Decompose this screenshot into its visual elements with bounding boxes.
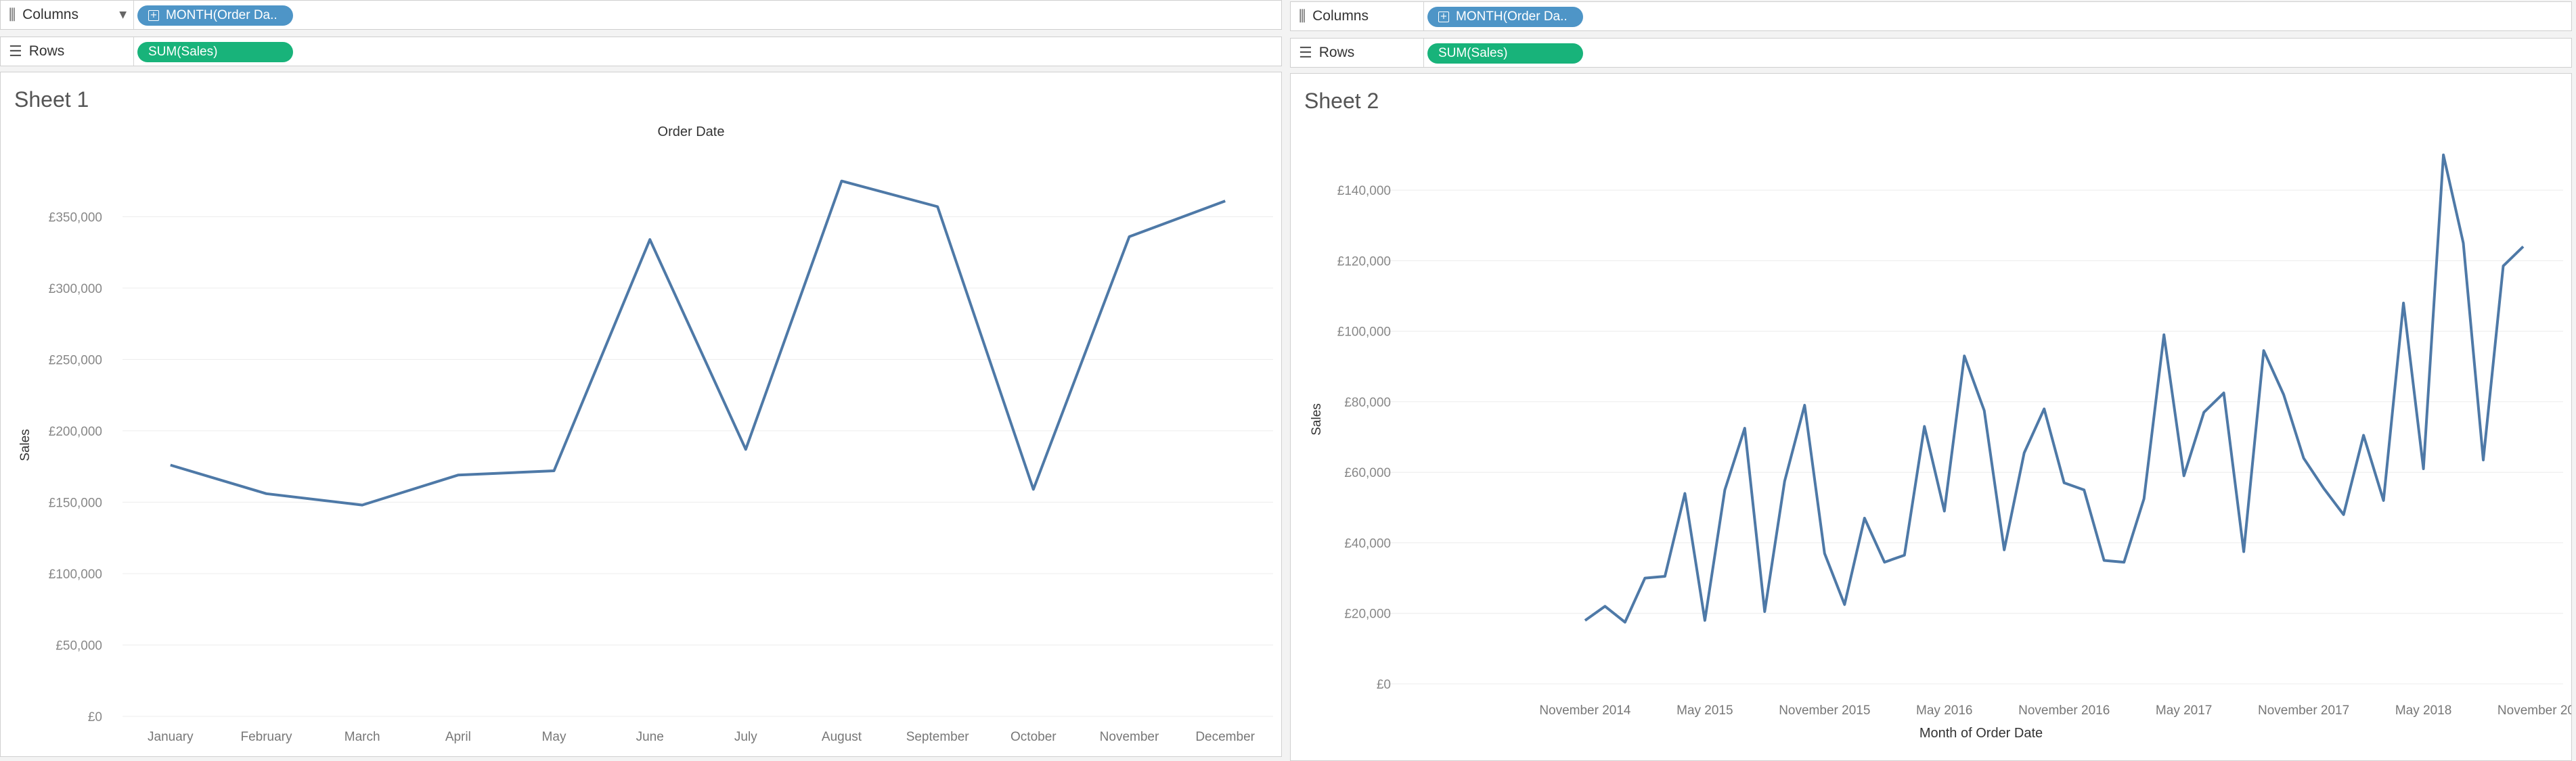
y-tick-label: £80,000 bbox=[1344, 396, 1391, 410]
y-tick-label: £150,000 bbox=[49, 496, 102, 510]
columns-shelf-label: ⫼ Columns ▼ bbox=[1, 1, 134, 29]
rows-label-text: Rows bbox=[1318, 45, 1355, 60]
columns-pill-month-order-date[interactable]: + MONTH(Order Da.. bbox=[1427, 7, 1583, 27]
y-tick-label: £40,000 bbox=[1344, 536, 1391, 551]
x-tick-label: November 2014 bbox=[1539, 704, 1631, 718]
x-tick-label: May 2015 bbox=[1676, 704, 1733, 718]
rows-pill-text: SUM(Sales) bbox=[148, 45, 218, 59]
chart-title: Order Date bbox=[658, 124, 725, 139]
y-tick-label: £100,000 bbox=[1337, 325, 1391, 340]
rows-pill-sum-sales[interactable]: SUM(Sales) bbox=[1427, 43, 1583, 64]
expand-icon[interactable]: + bbox=[1438, 11, 1449, 22]
y-tick-label: £0 bbox=[88, 710, 102, 724]
rows-shelf-label: ☰ Rows bbox=[1291, 39, 1424, 67]
x-tick-label: March bbox=[345, 730, 380, 744]
x-tick-label: October bbox=[1011, 730, 1057, 744]
columns-pill-text: MONTH(Order Da.. bbox=[166, 8, 277, 22]
columns-icon: ⫼ bbox=[1299, 7, 1306, 25]
x-tick-label: November 2016 bbox=[2018, 704, 2110, 718]
x-tick-label: January bbox=[148, 730, 194, 744]
y-tick-label: £100,000 bbox=[49, 568, 102, 582]
y-tick-label: £300,000 bbox=[49, 282, 102, 296]
x-tick-label: May 2017 bbox=[2156, 704, 2212, 718]
y-tick-label: £0 bbox=[1377, 678, 1391, 692]
sheet-1-view: Sheet 1 Order Date Sales £0 £50,000 £100,000… bbox=[0, 72, 1282, 757]
y-axis-label: Sales bbox=[18, 429, 32, 461]
y-tick-label: £250,000 bbox=[49, 353, 102, 367]
rows-shelf[interactable]: ☰ Rows SUM(Sales) bbox=[0, 37, 1282, 66]
x-tick-label: November 2017 bbox=[2258, 704, 2349, 718]
sheet-2-view: Sheet 2 Sales £0 £20,000 £40,000 £60,000 £80,… bbox=[1290, 73, 2572, 761]
columns-icon: ⫼ bbox=[9, 6, 16, 24]
sales-line bbox=[170, 179, 1226, 507]
sales-line bbox=[1584, 154, 2525, 624]
y-tick-label: £60,000 bbox=[1344, 466, 1391, 480]
rows-pill-text: SUM(Sales) bbox=[1438, 46, 1508, 60]
sheet-2-line-chart: Sales £0 £20,000 £40,000 £60,000 £80,000 £100,… bbox=[1310, 154, 2571, 741]
sheet-2-panel: ⫼ Columns + MONTH(Order Da.. ☰ Rows SUM(… bbox=[1290, 0, 2576, 761]
rows-pill-sum-sales[interactable]: SUM(Sales) bbox=[137, 42, 293, 62]
x-tick-label: November bbox=[1100, 730, 1159, 744]
x-tick-label: May 2018 bbox=[2395, 704, 2451, 718]
columns-shelf-label: ⫼ Columns bbox=[1291, 2, 1424, 30]
x-tick-label: August bbox=[822, 730, 862, 744]
x-tick-label: December bbox=[1195, 730, 1255, 744]
rows-shelf-label: ☰ Rows bbox=[1, 37, 134, 66]
x-tick-label: July bbox=[734, 730, 757, 744]
x-tick-label: May 2016 bbox=[1916, 704, 1972, 718]
columns-shelf[interactable]: ⫼ Columns + MONTH(Order Da.. bbox=[1290, 1, 2572, 31]
columns-pill-text: MONTH(Order Da.. bbox=[1456, 9, 1568, 24]
columns-shelf[interactable]: ⫼ Columns ▼ + MONTH(Order Da.. bbox=[0, 0, 1282, 30]
columns-pill-month-order-date[interactable]: + MONTH(Order Da.. bbox=[137, 5, 293, 26]
rows-icon: ☰ bbox=[1299, 44, 1312, 62]
rows-icon: ☰ bbox=[9, 43, 22, 60]
sheet-title: Sheet 1 bbox=[14, 87, 89, 112]
columns-label-text: Columns bbox=[22, 7, 79, 22]
x-tick-label: September bbox=[906, 730, 970, 744]
y-tick-label: £20,000 bbox=[1344, 607, 1391, 622]
x-tick-label: June bbox=[636, 730, 664, 744]
y-tick-label: £200,000 bbox=[49, 425, 102, 439]
rows-shelf[interactable]: ☰ Rows SUM(Sales) bbox=[1290, 38, 2572, 68]
x-tick-label: May bbox=[542, 730, 567, 744]
chevron-down-icon[interactable]: ▼ bbox=[119, 9, 127, 20]
y-tick-label: £120,000 bbox=[1337, 254, 1391, 269]
sheet-title: Sheet 2 bbox=[1304, 89, 1379, 113]
x-axis-label: Month of Order Date bbox=[1919, 726, 2043, 741]
rows-label-text: Rows bbox=[28, 43, 65, 59]
x-tick-label: November 2015 bbox=[1779, 704, 1870, 718]
sheet-1-panel: ⫼ Columns ▼ + MONTH(Order Da.. ☰ Rows SU… bbox=[0, 0, 1286, 761]
x-tick-label: November 2018 bbox=[2497, 704, 2571, 718]
x-tick-label: April bbox=[445, 730, 471, 744]
columns-label-text: Columns bbox=[1312, 8, 1369, 24]
sheet-1-line-chart: Order Date Sales £0 £50,000 £100,000 £150,000… bbox=[18, 124, 1273, 744]
y-axis-label: Sales bbox=[1310, 403, 1324, 436]
x-tick-label: February bbox=[240, 730, 292, 744]
y-tick-label: £350,000 bbox=[49, 210, 102, 225]
expand-icon[interactable]: + bbox=[148, 10, 159, 21]
y-tick-label: £140,000 bbox=[1337, 184, 1391, 198]
y-tick-label: £50,000 bbox=[55, 639, 102, 653]
